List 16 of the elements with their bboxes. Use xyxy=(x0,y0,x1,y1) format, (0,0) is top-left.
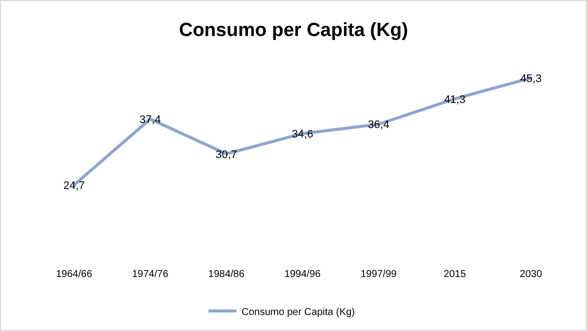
x-tick-label: 1984/86 xyxy=(208,269,245,280)
x-tick-label: 1964/66 xyxy=(56,269,93,280)
x-tick-label: 1994/96 xyxy=(284,269,322,280)
data-label: 45,3 xyxy=(520,73,542,85)
data-label: 30,7 xyxy=(216,148,238,161)
data-label: 41,3 xyxy=(444,94,466,106)
x-tick-label: 1974/76 xyxy=(132,269,169,280)
legend-label: Consumo per Capita (Kg) xyxy=(242,307,355,318)
chart-title: Consumo per Capita (Kg) xyxy=(178,20,408,41)
data-label: 37,4 xyxy=(140,114,161,126)
x-tick-label: 1997/99 xyxy=(360,269,398,280)
x-tick-label: 2030 xyxy=(520,269,542,280)
data-label: 36,4 xyxy=(368,119,390,132)
x-tick-label: 2015 xyxy=(444,269,466,280)
data-label: 24,7 xyxy=(63,180,85,192)
data-label: 34,6 xyxy=(292,128,314,141)
